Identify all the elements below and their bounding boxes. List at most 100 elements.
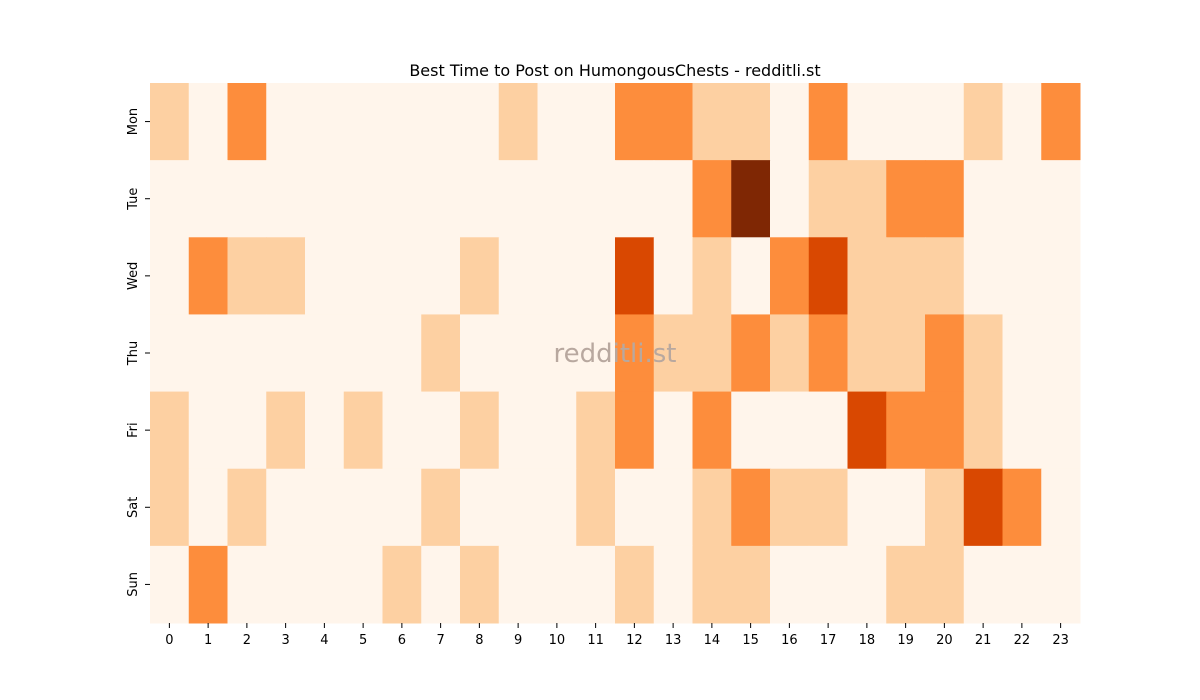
heatmap-cell <box>1002 545 1042 624</box>
heatmap-cell <box>227 468 267 547</box>
x-tick-label: 21 <box>975 633 992 648</box>
heatmap-cell <box>576 391 616 470</box>
y-tick-label: Tue <box>126 188 141 211</box>
heatmap-cell <box>1041 314 1081 393</box>
heatmap-cell <box>266 314 306 393</box>
x-tick-label: 11 <box>587 633 604 648</box>
heatmap-cell <box>692 237 732 315</box>
heatmap-cell <box>1041 160 1081 238</box>
heatmap-cell <box>1041 237 1081 315</box>
heatmap-cell <box>770 314 810 393</box>
heatmap-cell <box>963 391 1003 470</box>
heatmap-cell <box>576 545 616 624</box>
heatmap-cell <box>963 468 1003 547</box>
heatmap-cell <box>227 545 267 624</box>
heatmap-cell <box>770 83 810 161</box>
heatmap-cell <box>847 237 887 315</box>
heatmap-cell <box>266 160 306 238</box>
x-axis: 0 1 2 3 4 5 6 7 8 9 10 11 12 13 14 15 16 17 18 19 20 21 22 23 <box>165 623 1069 648</box>
heatmap-cell <box>227 83 267 161</box>
heatmap-cell <box>615 237 655 315</box>
heatmap-cell <box>305 237 345 315</box>
heatmap-cell <box>498 468 538 547</box>
y-tick-label: Wed <box>126 262 141 290</box>
x-tick-label: 16 <box>781 633 798 648</box>
heatmap-cell <box>731 83 771 161</box>
heatmap-cell <box>925 83 965 161</box>
heatmap-cell <box>227 237 267 315</box>
heatmap-cell <box>460 391 500 470</box>
heatmap-cell <box>266 468 306 547</box>
x-tick-label: 4 <box>320 633 328 648</box>
heatmap-cell <box>1002 391 1042 470</box>
heatmap-cell <box>150 391 190 470</box>
heatmap-cell <box>615 160 655 238</box>
heatmap-cell <box>188 83 228 161</box>
heatmap-cell <box>963 314 1003 393</box>
heatmap-cell <box>266 83 306 161</box>
heatmap-cell <box>615 545 655 624</box>
x-tick-label: 5 <box>359 633 367 648</box>
x-tick-label: 6 <box>398 633 406 648</box>
heatmap-cell <box>305 391 345 470</box>
heatmap-cell <box>731 468 771 547</box>
heatmap-cell <box>421 237 461 315</box>
heatmap-cell <box>1041 545 1081 624</box>
y-tick-label: Sat <box>126 497 141 518</box>
heatmap-cell <box>731 545 771 624</box>
heatmap-cell <box>692 83 732 161</box>
heatmap-cell <box>421 160 461 238</box>
heatmap-cell <box>305 83 345 161</box>
heatmap-cell <box>188 237 228 315</box>
heatmap-cell <box>382 160 422 238</box>
heatmap-cell <box>421 83 461 161</box>
heatmap-cell <box>150 468 190 547</box>
heatmap-cell <box>1002 468 1042 547</box>
heatmap-cell <box>498 83 538 161</box>
heatmap-cell <box>692 468 732 547</box>
x-tick-label: 20 <box>936 633 953 648</box>
x-tick-label: 3 <box>281 633 289 648</box>
x-tick-label: 23 <box>1052 633 1069 648</box>
x-tick-label: 15 <box>742 633 759 648</box>
heatmap-cell <box>653 468 693 547</box>
x-tick-label: 22 <box>1014 633 1031 648</box>
heatmap-cell <box>692 545 732 624</box>
heatmap-cell <box>1041 83 1081 161</box>
heatmap-cell <box>266 391 306 470</box>
heatmap-cell <box>305 468 345 547</box>
heatmap-cell <box>731 391 771 470</box>
heatmap-cell <box>615 468 655 547</box>
x-tick-label: 7 <box>436 633 444 648</box>
heatmap-cell <box>537 160 577 238</box>
y-tick-label: Thu <box>126 341 141 366</box>
heatmap-cell <box>1041 468 1081 547</box>
heatmap-cell <box>382 314 422 393</box>
heatmap-cell <box>653 83 693 161</box>
heatmap-cell <box>382 237 422 315</box>
heatmap-cell <box>537 545 577 624</box>
chart-title: Best Time to Post on HumongousChests - r… <box>409 61 820 80</box>
heatmap-cell <box>653 545 693 624</box>
x-tick-label: 0 <box>165 633 173 648</box>
x-tick-label: 10 <box>549 633 566 648</box>
heatmap-cell <box>847 160 887 238</box>
y-axis: Mon Tue Wed Thu Fri Sat Sun <box>126 108 150 597</box>
heatmap-cell <box>537 391 577 470</box>
heatmap-cell <box>615 83 655 161</box>
heatmap-cell <box>847 83 887 161</box>
x-tick-label: 12 <box>626 633 643 648</box>
x-tick-label: 1 <box>204 633 212 648</box>
heatmap-cell <box>498 160 538 238</box>
heatmap-cell <box>886 160 926 238</box>
heatmap-cell <box>382 83 422 161</box>
heatmap-cell <box>808 314 848 393</box>
x-tick-label: 19 <box>897 633 914 648</box>
heatmap-cell <box>653 314 693 393</box>
heatmap-cell <box>692 314 732 393</box>
heatmap-cell <box>653 391 693 470</box>
heatmap-cell <box>1002 83 1042 161</box>
heatmap-cell <box>847 468 887 547</box>
x-tick-label: 2 <box>243 633 251 648</box>
